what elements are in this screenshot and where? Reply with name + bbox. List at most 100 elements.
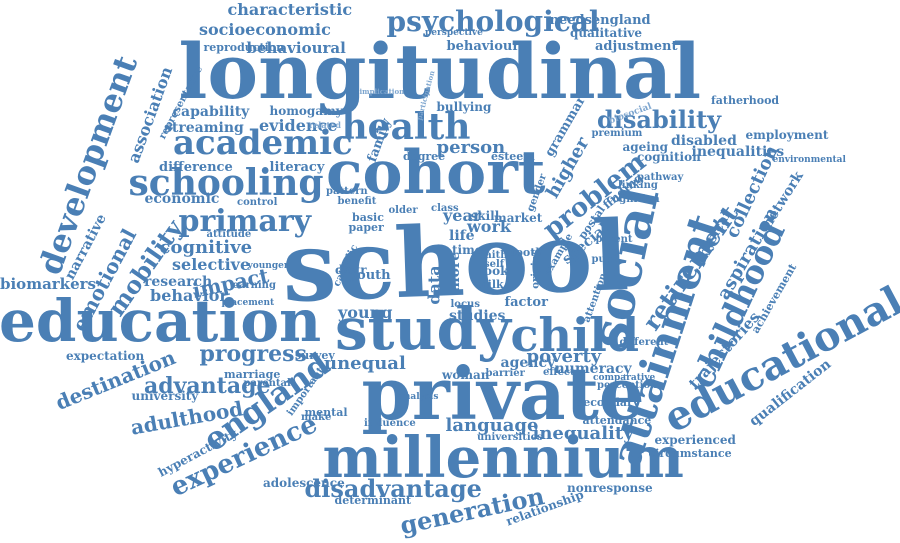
word-origins: origins	[530, 249, 542, 289]
word-numeracy: numeracy	[554, 361, 632, 377]
word-more: more	[447, 251, 464, 293]
word-poverty: poverty	[526, 346, 602, 367]
word-streaming: streaming	[164, 120, 244, 136]
word-qualitative: qualitative	[570, 26, 643, 40]
word-language: language	[445, 415, 539, 436]
word-degree: degree	[403, 149, 446, 163]
word-expectation: expectation	[66, 349, 145, 363]
word-work: work	[467, 217, 511, 236]
word-behaviour: behaviour	[446, 38, 520, 54]
word-characteristic: characteristic	[227, 0, 353, 19]
word-behavior: behavior	[150, 286, 228, 305]
word-pupil: pupil	[591, 254, 621, 265]
word-selective: selective	[172, 255, 251, 274]
word-time: time	[452, 243, 483, 257]
word-ageing: ageing	[622, 140, 668, 154]
word-socioeconomic: socioeconomic	[199, 20, 331, 39]
word-disabled: disabled	[671, 133, 737, 149]
word-premium: premium	[591, 128, 643, 139]
word-adolescence: adolescence	[263, 476, 345, 490]
word-younger: younger	[247, 260, 289, 271]
word-parent: parent	[595, 234, 633, 245]
word-difference: difference	[159, 159, 233, 175]
word-disability: disability	[597, 105, 722, 134]
word-older: older	[388, 205, 418, 216]
word-millennium: millennium	[322, 425, 684, 491]
word-longitudinal: longitudinal	[178, 27, 702, 116]
word-effect: effect	[543, 367, 575, 378]
word-paper: paper	[348, 220, 384, 234]
word-control: control	[237, 197, 278, 208]
word-disadvantage: disadvantage	[304, 474, 482, 503]
word-woman: woman	[442, 368, 490, 382]
word-barrier: barrier	[485, 368, 525, 379]
word-person: person	[436, 137, 506, 158]
word-analysis: analysis	[398, 391, 439, 402]
word-economic: economic	[144, 191, 220, 207]
word-advantage: advantage	[144, 373, 271, 399]
word-attendance: attendance	[582, 413, 652, 427]
word-determinant: determinant	[334, 493, 412, 507]
word-needsengland: needsengland	[549, 12, 651, 28]
word-parental: parental	[243, 378, 291, 389]
word-capability: capability	[172, 104, 250, 120]
word-inequality: inequality	[532, 423, 634, 444]
word-behavioural: behavioural	[246, 38, 346, 57]
word-environmental: environmental	[772, 154, 846, 165]
word-young: young	[338, 303, 393, 322]
word-fatherhood: fatherhood	[711, 93, 780, 107]
word-university: university	[131, 389, 199, 403]
word-cognition: cognition	[637, 150, 701, 164]
word-reproduction: reproduction	[203, 40, 285, 54]
word-perception: perception	[597, 380, 658, 391]
word-marriage: marriage	[224, 367, 281, 381]
word-schooling: schooling	[128, 162, 324, 204]
word-education: education	[0, 287, 322, 355]
word-locus: locus	[450, 299, 480, 310]
word-circumstance: circumstance	[648, 446, 732, 460]
word-nonresponse: nonresponse	[567, 481, 653, 495]
word-inequalities: inequalities	[691, 144, 785, 160]
word-self: self	[484, 259, 505, 270]
word-market: market	[494, 211, 543, 225]
word-different: different	[619, 337, 669, 348]
word-influence: influence	[364, 418, 416, 429]
word-implication: implication	[359, 86, 405, 96]
word-psychological: psychological	[386, 5, 600, 38]
word-research: research	[144, 274, 213, 290]
word-universities: universities	[477, 432, 543, 443]
word-child: child	[510, 308, 640, 362]
word-youth: youth	[349, 267, 391, 283]
word-mental: mental	[304, 405, 348, 419]
word-bullying: bullying	[436, 100, 492, 114]
word-data: data	[424, 265, 444, 305]
word-linking: linking	[618, 180, 658, 191]
word-related: related	[309, 120, 341, 130]
word-placement: placement	[221, 297, 275, 308]
word-evidence: evidence	[259, 116, 338, 135]
word-factor: factor	[504, 294, 548, 310]
word-cohort: cohort	[326, 138, 546, 208]
word-health: health	[341, 106, 471, 148]
word-basic: basic	[352, 210, 384, 224]
word-comparative: comparative	[593, 372, 656, 383]
word-agency: agency	[500, 355, 556, 371]
word-milk: milk	[476, 277, 504, 291]
word-year: year	[443, 206, 482, 225]
word-private: private	[361, 351, 645, 436]
word-make: make	[301, 412, 332, 423]
word-life: life	[449, 228, 475, 244]
word-adjustment: adjustment	[595, 38, 678, 54]
word-distr: distr	[335, 263, 367, 277]
word-class: class	[431, 203, 459, 214]
word-biomarkers: biomarkers	[0, 274, 96, 293]
word-secondary: secondary	[577, 395, 640, 409]
word-tooth: tooth	[510, 245, 544, 259]
word-skill: skill	[470, 209, 500, 223]
word-pattern: pattern	[326, 186, 368, 197]
word-study: study	[335, 295, 511, 363]
word-studies: studies	[449, 308, 506, 324]
word-cognition-2: cognition	[606, 194, 660, 205]
word-perspective: perspective	[425, 27, 483, 38]
